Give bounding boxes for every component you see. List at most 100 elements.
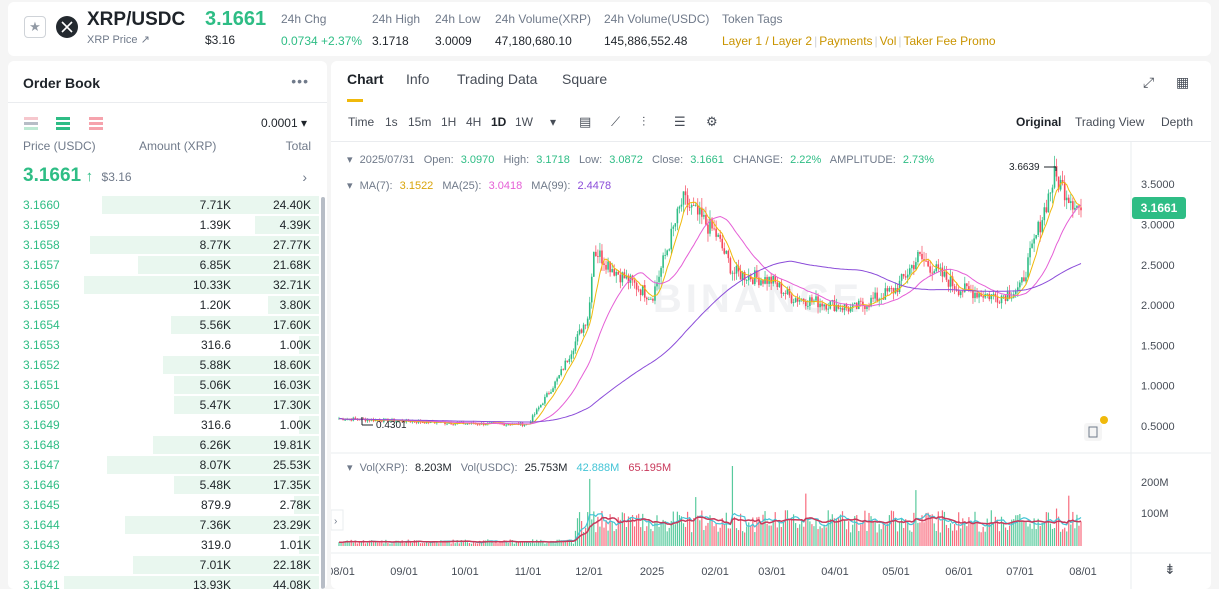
candle-body (1051, 187, 1054, 193)
order-book-row[interactable]: 3.1659 1.39K 4.39K (8, 215, 319, 235)
token-tag[interactable]: Layer 1 / Layer 2 (722, 34, 813, 48)
order-book-row[interactable]: 3.1651 5.06K 16.03K (8, 375, 319, 395)
timeframe-15m[interactable]: 15m (408, 115, 432, 129)
order-book-row[interactable]: 3.1646 5.48K 17.35K (8, 475, 319, 495)
volume-bar (933, 523, 935, 546)
settings-gear-icon[interactable]: ⚙ (706, 114, 718, 129)
candle-body (670, 228, 673, 250)
candle-body (796, 298, 799, 302)
candle-body (841, 308, 844, 311)
buy-side-mode-icon[interactable] (56, 117, 71, 130)
candle-body (947, 279, 950, 287)
calendar-icon[interactable]: ▤ (579, 114, 592, 129)
depth-bar (298, 416, 319, 434)
volume-bar (795, 523, 797, 546)
candle-body (752, 279, 754, 285)
volume-bar (523, 541, 526, 546)
volume-bar (827, 510, 829, 546)
scale-toggle-icon[interactable]: ⇟ (1164, 561, 1176, 577)
scrollbar[interactable] (321, 197, 325, 589)
volume-bar (841, 511, 844, 546)
high-label: High: (503, 154, 529, 166)
volume-bar (350, 539, 352, 546)
volume-bar (947, 528, 950, 546)
order-book-row[interactable]: 3.1654 5.56K 17.60K (8, 315, 319, 335)
tab-info[interactable]: Info (406, 71, 430, 87)
indicator-icon[interactable]: ⟋ (611, 114, 621, 129)
vol-usdc-value: 25.753M (525, 462, 568, 474)
volume-bar (1045, 512, 1047, 546)
tab-trading-data[interactable]: Trading Data (457, 71, 538, 87)
order-book-row[interactable]: 3.1644 7.36K 23.29K (8, 515, 319, 535)
candle-body (556, 378, 558, 382)
order-book-row[interactable]: 3.1658 8.77K 27.77K (8, 235, 319, 255)
volume-bar (949, 523, 952, 546)
order-book-row[interactable]: 3.1657 6.85K 21.68K (8, 255, 319, 275)
volume-bar (540, 539, 542, 546)
candle-body (1049, 192, 1052, 194)
view-depth[interactable]: Depth (1161, 115, 1194, 129)
volume-bar (839, 514, 842, 546)
candle-body (972, 290, 974, 299)
sell-side-mode-icon[interactable] (88, 117, 103, 130)
order-book-row[interactable]: 3.1660 7.71K 24.40K (8, 195, 319, 215)
order-book-row[interactable]: 3.1641 13.93K 44.08K (8, 575, 319, 589)
order-book-row[interactable]: 3.1648 6.26K 19.81K (8, 435, 319, 455)
order-book-row[interactable]: 3.1647 8.07K 25.53K (8, 455, 319, 475)
volume-bar (674, 524, 676, 546)
view-trading-view[interactable]: Trading View (1075, 115, 1145, 129)
volume-bar (358, 541, 360, 546)
tick-size-select[interactable]: 0.0001 ▾ (260, 116, 307, 130)
layout-grid-icon[interactable]: ▦ (1176, 74, 1190, 90)
timeframe-1h[interactable]: 1H (441, 115, 457, 129)
scroll-left-button[interactable]: › (331, 509, 344, 531)
timeframe-1s[interactable]: 1s (385, 115, 398, 129)
token-tag[interactable]: Taker Fee Promo (903, 34, 996, 48)
order-book-row[interactable]: 3.1653 316.6 1.00K (8, 335, 319, 355)
candle-body (996, 296, 999, 303)
chevron-right-icon[interactable]: › (302, 169, 307, 185)
order-book-row[interactable]: 3.1655 1.20K 3.80K (8, 295, 319, 315)
candle-body (503, 423, 505, 426)
order-book-row[interactable]: 3.1652 5.88K 18.60K (8, 355, 319, 375)
timeframe-4h[interactable]: 4H (466, 115, 482, 129)
order-book-row[interactable]: 3.1645 879.9 2.78K (8, 495, 319, 515)
notes-icon[interactable] (1084, 416, 1108, 441)
more-options-icon[interactable]: ••• (291, 73, 309, 89)
open-value: 3.0970 (461, 154, 495, 166)
view-original[interactable]: Original (1016, 115, 1062, 129)
fullscreen-icon[interactable]: ⤢ (1143, 74, 1155, 90)
price-tick-label: 2.0000 (1141, 300, 1175, 312)
tab-square[interactable]: Square (562, 71, 608, 87)
row-total: 1.01K (279, 538, 311, 552)
coin-price-link[interactable]: XRP Price ↗ (87, 34, 150, 46)
token-tag[interactable]: Vol (879, 34, 897, 48)
timeframe-1w[interactable]: 1W (515, 115, 533, 129)
candle-body (1080, 207, 1082, 211)
drawing-tools-icon[interactable]: ☰ (674, 114, 686, 129)
vol-ma1-value: 42.888M (577, 462, 620, 474)
candlestick-chart[interactable]: BINANCE 3.5000 3.0000 2.5000 2.0000 1.5000 1.… (331, 142, 1211, 589)
timeframe-more-icon[interactable]: ▾ (550, 115, 557, 129)
token-tag[interactable]: Payments (819, 34, 873, 48)
volume-bar (774, 512, 776, 546)
favorite-star-button[interactable]: ★ (24, 16, 46, 38)
order-book-row[interactable]: 3.1656 10.33K 32.71K (8, 275, 319, 295)
candle-body (529, 421, 532, 424)
row-amount: 5.56K (199, 318, 231, 332)
both-sides-mode-icon[interactable] (24, 117, 38, 130)
pair-name[interactable]: XRP/USDC (87, 9, 186, 30)
candle-body (998, 302, 1001, 304)
order-book-row[interactable]: 3.1643 319.0 1.01K (8, 535, 319, 555)
tab-chart[interactable]: Chart (347, 71, 384, 87)
volume-bar (790, 517, 793, 546)
candle-body (1006, 291, 1009, 301)
order-book-row[interactable]: 3.1642 7.01K 22.18K (8, 555, 319, 575)
candle-body (1039, 221, 1042, 233)
order-book-row[interactable]: 3.1650 5.47K 17.30K (8, 395, 319, 415)
volume-bar (970, 522, 972, 546)
candle-body (933, 271, 936, 274)
candle-type-icon[interactable]: ⫶ (642, 114, 646, 129)
order-book-row[interactable]: 3.1649 316.6 1.00K (8, 415, 319, 435)
timeframe-1d[interactable]: 1D (491, 115, 507, 129)
